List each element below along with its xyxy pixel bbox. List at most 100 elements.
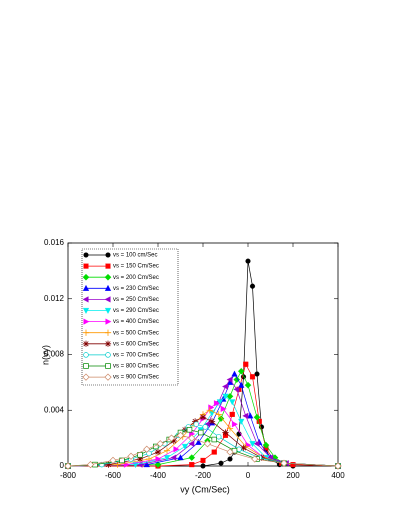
legend-marker: [104, 340, 112, 347]
marker: [189, 462, 195, 468]
marker: [198, 429, 204, 436]
legend-label: vs = 500 Cm/Sec: [113, 330, 159, 336]
legend-label: vs = 230 Cm/Sec: [113, 286, 159, 292]
marker: [213, 400, 220, 407]
marker: [188, 434, 196, 442]
marker: [247, 412, 254, 419]
marker: [218, 460, 224, 466]
marker: [188, 454, 196, 461]
marker: [173, 446, 180, 453]
marker: [143, 461, 150, 468]
x-tick-label: 200: [286, 471, 300, 480]
marker: [211, 449, 217, 455]
legend-label: vs = 600 Cm/Sec: [113, 341, 159, 347]
marker: [253, 413, 261, 421]
legend-marker: [105, 318, 112, 325]
legend-label: vs = 800 Cm/Sec: [113, 364, 159, 370]
marker: [280, 459, 288, 467]
legend-label: vs = 150 Cm/Sec: [113, 264, 159, 270]
legend-marker: [83, 352, 89, 358]
legend-marker: [105, 263, 111, 269]
marker: [170, 437, 177, 445]
marker: [216, 433, 222, 440]
x-tick-label: -200: [195, 471, 212, 480]
marker: [233, 386, 240, 393]
marker: [231, 370, 238, 377]
marker: [192, 418, 199, 425]
marker: [251, 455, 259, 463]
y-axis-label: n(vy): [40, 345, 50, 365]
marker: [188, 440, 195, 447]
series-line: [67, 434, 339, 467]
marker: [195, 438, 202, 445]
marker: [253, 440, 260, 447]
marker: [229, 411, 235, 417]
marker: [64, 462, 72, 470]
legend-marker: [105, 352, 111, 358]
legend-marker: [104, 296, 111, 303]
marker: [154, 448, 162, 456]
x-tick-label: 0: [246, 471, 251, 480]
legend-marker: [83, 252, 89, 258]
legend-marker: [83, 318, 90, 325]
marker: [249, 374, 256, 380]
marker: [231, 421, 238, 428]
marker: [177, 454, 184, 461]
marker: [290, 462, 296, 468]
x-axis-label: vy (Cm/Sec): [180, 484, 230, 494]
marker: [243, 361, 249, 367]
marker: [181, 443, 189, 450]
marker: [109, 456, 117, 465]
marker: [238, 418, 245, 425]
marker: [206, 407, 213, 414]
marker: [254, 371, 260, 377]
marker: [229, 399, 236, 406]
marker: [226, 448, 234, 456]
legend-label: vs = 700 Cm/Sec: [113, 352, 159, 358]
legend-marker: [82, 307, 90, 314]
marker: [136, 455, 144, 463]
marker: [245, 258, 251, 264]
marker: [222, 383, 229, 390]
legend-label: vs = 400 Cm/Sec: [113, 319, 159, 325]
marker: [211, 436, 218, 443]
marker: [226, 425, 234, 432]
legend-marker: [82, 273, 90, 281]
x-tick-label: -400: [150, 471, 167, 480]
marker: [202, 424, 209, 430]
marker: [155, 455, 162, 463]
marker: [200, 463, 206, 469]
marker: [86, 460, 95, 469]
marker: [127, 452, 135, 460]
marker: [237, 367, 245, 375]
marker: [238, 381, 245, 388]
marker: [114, 461, 121, 468]
legend-marker: [82, 329, 90, 336]
legend-marker: [104, 329, 112, 336]
marker: [216, 399, 224, 406]
x-tick-label: -800: [60, 471, 77, 480]
marker: [240, 444, 247, 452]
legend-marker: [82, 296, 89, 303]
marker: [222, 429, 229, 436]
marker: [226, 376, 233, 383]
marker: [167, 434, 176, 442]
marker: [208, 418, 216, 425]
marker: [217, 415, 225, 422]
marker: [143, 445, 151, 453]
y-tick-label: 0.016: [44, 238, 65, 247]
marker: [233, 376, 241, 383]
legend-label: vs = 900 Cm/Sec: [113, 375, 159, 381]
marker: [154, 461, 162, 468]
legend-marker: [83, 263, 89, 269]
marker: [145, 455, 153, 463]
legend-marker: [83, 363, 89, 369]
marker: [200, 457, 206, 463]
marker: [193, 421, 200, 427]
marker: [236, 446, 242, 453]
y-tick-label: 0.004: [44, 405, 65, 414]
x-tick-label: 400: [331, 471, 345, 480]
legend-marker: [82, 340, 90, 347]
legend-label: vs = 100 cm/Sec: [113, 253, 158, 259]
marker: [105, 461, 112, 468]
